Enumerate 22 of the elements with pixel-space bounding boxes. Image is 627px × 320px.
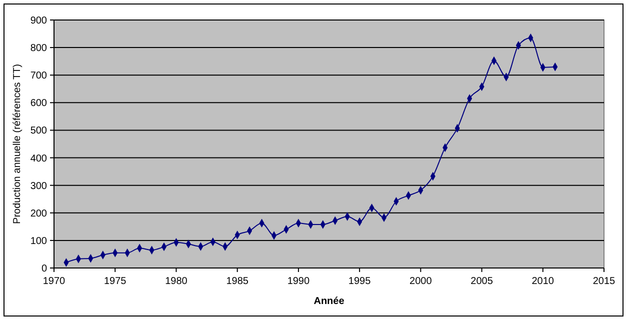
x-tick-label: 1990 [287,276,310,287]
y-tick-label: 100 [30,236,48,247]
x-tick-label: 1980 [165,276,188,287]
y-tick-label: 0 [41,264,48,274]
x-tick-label: 1995 [348,276,372,287]
y-tick-label: 300 [30,180,48,192]
x-tick-label: 2010 [532,276,554,287]
y-tick-label: 500 [30,126,48,137]
y-tick-label: 400 [30,153,48,164]
x-tick-label: 2000 [410,276,432,287]
y-axis-title: Production annuelle (références TT) [12,64,23,224]
y-tick-label: 700 [30,70,48,82]
x-tick-label: 1975 [104,276,127,287]
x-tick-label: 1970 [42,276,66,287]
y-tick-label: 900 [30,16,48,26]
y-tick-label: 800 [30,43,48,54]
y-tick-label: 200 [30,208,48,220]
y-tick-label: 600 [30,98,48,110]
x-tick-label: 2005 [470,276,494,287]
x-tick-label: 1985 [226,276,249,287]
x-axis-title: Année [314,296,345,307]
x-tick-label: 2015 [592,276,616,287]
